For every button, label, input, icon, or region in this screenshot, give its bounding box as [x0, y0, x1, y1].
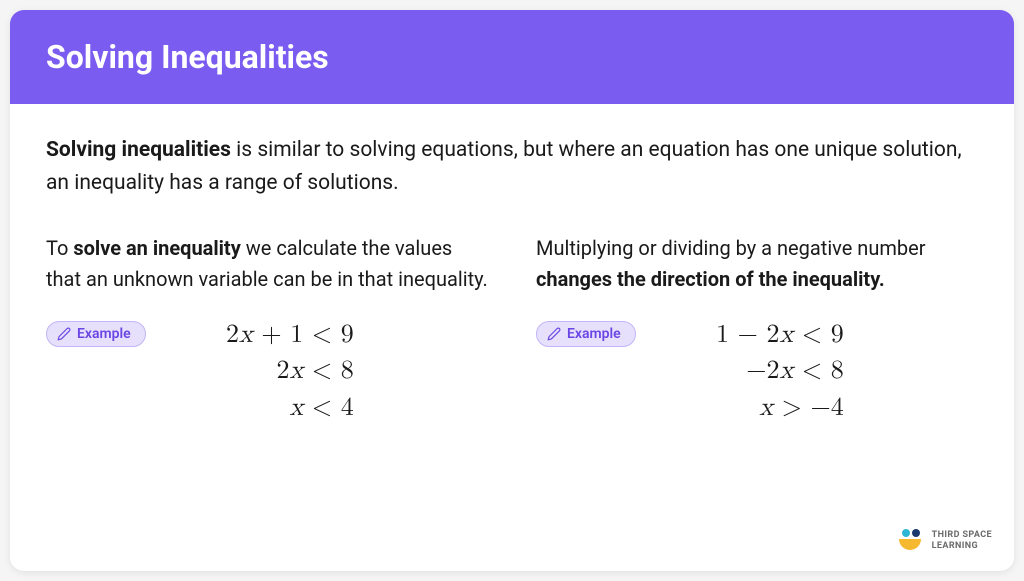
left-bold: solve an inequality: [73, 236, 240, 260]
pencil-icon: [57, 327, 71, 341]
brand-logo: THIRD SPACE LEARNING: [896, 529, 992, 553]
badge-label: Example: [567, 326, 621, 342]
right-pre: Multiplying or dividing by a negative nu…: [536, 236, 926, 260]
header: Solving Inequalities: [10, 10, 1014, 104]
left-column: To solve an inequality we calculate the …: [46, 233, 488, 426]
page-title: Solving Inequalities: [46, 38, 978, 76]
right-example: Example 1 − 2x < 9 −2x < 8 x > −4: [536, 317, 978, 426]
badge-label: Example: [77, 326, 131, 342]
right-column: Multiplying or dividing by a negative nu…: [536, 233, 978, 426]
right-bold: changes the direction of the inequality.: [536, 267, 885, 291]
left-math: 2x + 1 < 9 2x < 8 x < 4: [164, 317, 354, 426]
intro-bold: Solving inequalities: [46, 138, 231, 162]
math-line: −2x < 8: [654, 353, 844, 389]
pencil-icon: [547, 327, 561, 341]
math-line: x < 4: [164, 390, 354, 426]
logo-mark-icon: [896, 529, 924, 553]
right-text: Multiplying or dividing by a negative nu…: [536, 233, 978, 295]
math-line: 2x < 8: [164, 353, 354, 389]
left-pre: To: [46, 236, 73, 260]
left-text: To solve an inequality we calculate the …: [46, 233, 488, 295]
math-line: 1 − 2x < 9: [654, 317, 844, 353]
example-badge: Example: [536, 321, 636, 347]
example-badge: Example: [46, 321, 146, 347]
math-line: 2x + 1 < 9: [164, 317, 354, 353]
lesson-card: Solving Inequalities Solving inequalitie…: [10, 10, 1014, 571]
intro-paragraph: Solving inequalities is similar to solvi…: [46, 134, 978, 199]
left-example: Example 2x + 1 < 9 2x < 8 x < 4: [46, 317, 488, 426]
columns: To solve an inequality we calculate the …: [46, 233, 978, 426]
right-math: 1 − 2x < 9 −2x < 8 x > −4: [654, 317, 844, 426]
logo-text: THIRD SPACE LEARNING: [932, 530, 992, 552]
body: Solving inequalities is similar to solvi…: [10, 104, 1014, 456]
math-line: x > −4: [654, 390, 844, 426]
